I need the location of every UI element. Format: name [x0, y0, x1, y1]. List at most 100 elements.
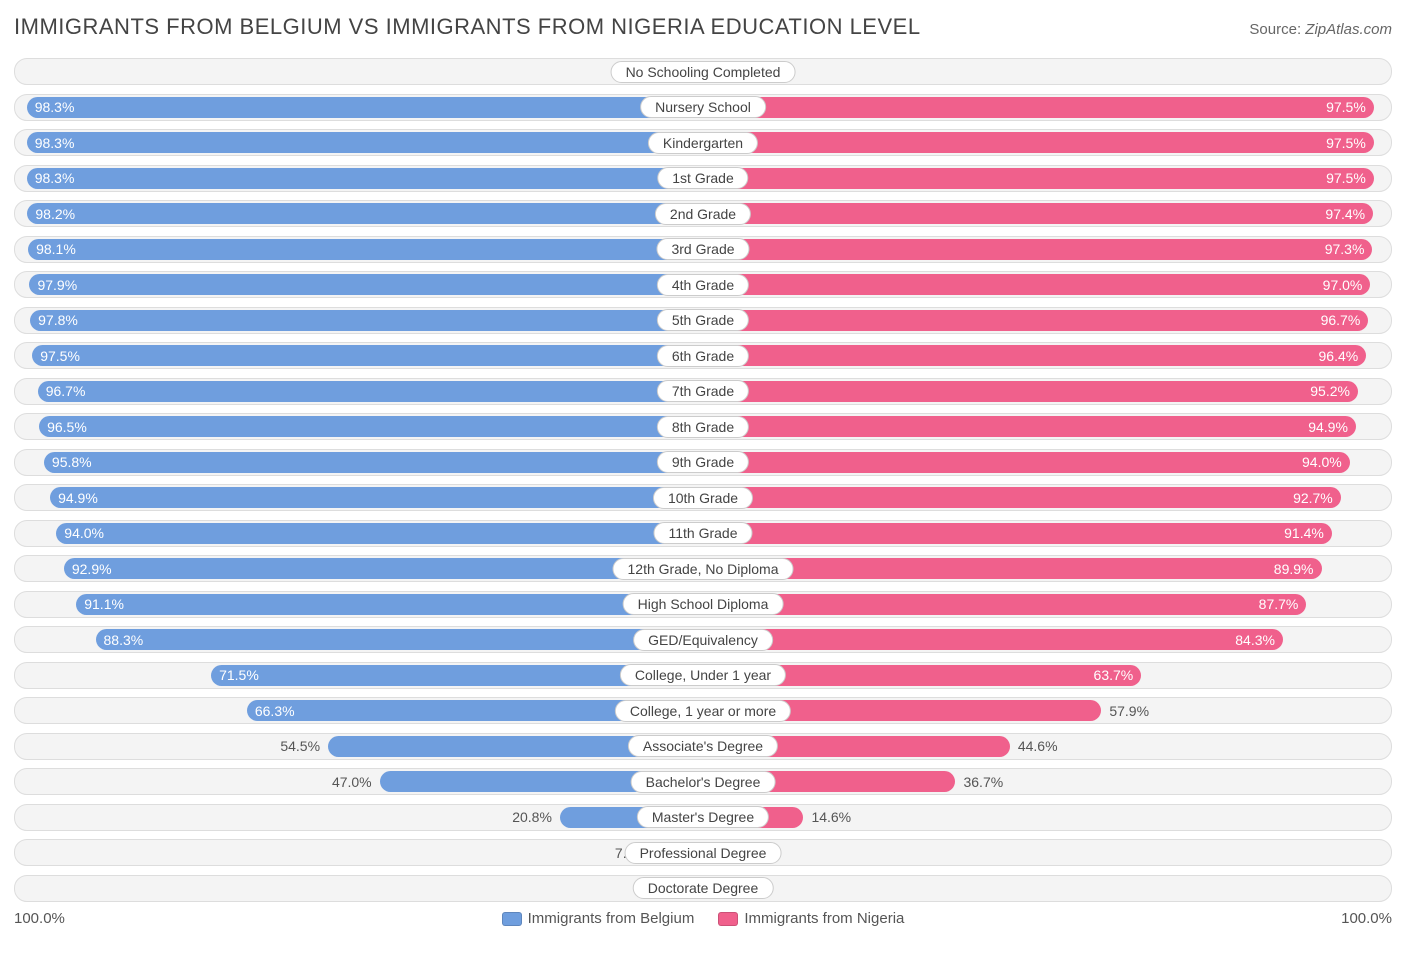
bar-right-value: 94.0%: [1302, 454, 1342, 470]
category-label: 4th Grade: [657, 274, 749, 296]
axis-right-max: 100.0%: [1341, 910, 1392, 927]
chart-title: IMMIGRANTS FROM BELGIUM VS IMMIGRANTS FR…: [14, 14, 921, 40]
bar-left-value: 54.5%: [280, 734, 320, 759]
bar-right: 94.0%: [703, 452, 1350, 473]
bar-left-value: 98.3%: [35, 99, 75, 115]
bar-right-value: 97.5%: [1326, 135, 1366, 151]
bar-right: 97.3%: [703, 239, 1372, 260]
chart-row: 98.3% 97.5% Kindergarten: [14, 129, 1392, 156]
bar-left: 98.3%: [27, 97, 703, 118]
bar-right-value: 87.7%: [1259, 596, 1299, 612]
bar-left-value: 98.1%: [36, 241, 76, 257]
bar-left-value: 94.9%: [58, 490, 98, 506]
bar-left: 92.9%: [64, 558, 703, 579]
bar-left-value: 96.7%: [46, 383, 86, 399]
bar-left-value: 97.5%: [40, 348, 80, 364]
bar-right-value: 96.7%: [1321, 312, 1361, 328]
bar-right: 95.2%: [703, 381, 1358, 402]
category-label: No Schooling Completed: [611, 61, 796, 83]
bar-left-value: 88.3%: [104, 632, 144, 648]
bar-left: 96.7%: [38, 381, 703, 402]
bar-left: 91.1%: [76, 594, 703, 615]
category-label: 5th Grade: [657, 309, 749, 331]
bar-left-value: 98.3%: [35, 135, 75, 151]
bar-left: 88.3%: [96, 629, 704, 650]
category-label: 3rd Grade: [656, 238, 749, 260]
bar-right-value: 36.7%: [963, 769, 1003, 794]
bar-right-value: 57.9%: [1109, 698, 1149, 723]
bar-left: 97.8%: [30, 310, 703, 331]
chart-row: 1.7%2.5%No Schooling Completed: [14, 58, 1392, 85]
category-label: GED/Equivalency: [633, 629, 773, 651]
bar-left: 97.5%: [32, 345, 703, 366]
chart-row: 98.3% 97.5% Nursery School: [14, 94, 1392, 121]
chart-row: 94.9%92.7%10th Grade: [14, 484, 1392, 511]
chart-row: 2.9%1.8%Doctorate Degree: [14, 875, 1392, 902]
bar-left: 95.8%: [44, 452, 703, 473]
bar-right-value: 89.9%: [1274, 561, 1314, 577]
chart-row: 88.3% 84.3%GED/Equivalency: [14, 626, 1392, 653]
category-label: Master's Degree: [637, 806, 769, 828]
source-label: Source:: [1249, 21, 1305, 38]
category-label: High School Diploma: [623, 593, 784, 615]
bar-left-value: 20.8%: [512, 805, 552, 830]
category-label: Bachelor's Degree: [631, 771, 776, 793]
bar-right-value: 97.3%: [1325, 241, 1365, 257]
bar-right-value: 95.2%: [1310, 383, 1350, 399]
category-label: 9th Grade: [657, 451, 749, 473]
chart-row: 98.2%97.4%2nd Grade: [14, 200, 1392, 227]
bar-right: 84.3%: [703, 629, 1283, 650]
bar-left: 98.1%: [28, 239, 703, 260]
bar-left-value: 96.5%: [47, 419, 87, 435]
legend-label-right: Immigrants from Nigeria: [744, 910, 904, 927]
chart-row: 98.3%97.5%1st Grade: [14, 165, 1392, 192]
category-label: 7th Grade: [657, 380, 749, 402]
chart-header: IMMIGRANTS FROM BELGIUM VS IMMIGRANTS FR…: [14, 14, 1392, 40]
bar-left-value: 95.8%: [52, 454, 92, 470]
bar-right: 91.4%: [703, 523, 1332, 544]
bar-left: 98.3%: [27, 132, 703, 153]
category-label: Doctorate Degree: [633, 877, 774, 899]
category-label: Professional Degree: [625, 842, 782, 864]
category-label: Nursery School: [640, 96, 766, 118]
category-label: 1st Grade: [657, 167, 748, 189]
category-label: 11th Grade: [653, 522, 752, 544]
bar-right-value: 97.5%: [1326, 99, 1366, 115]
bar-left-value: 97.8%: [38, 312, 78, 328]
bar-left-value: 97.9%: [37, 277, 77, 293]
bar-right: 94.9%: [703, 416, 1356, 437]
bar-right: 96.4%: [703, 345, 1366, 366]
bar-right: 97.5%: [703, 168, 1374, 189]
category-label: 8th Grade: [657, 416, 749, 438]
legend-item-right: Immigrants from Nigeria: [718, 910, 904, 927]
chart-row: 92.9% 89.9% 12th Grade, No Diploma: [14, 555, 1392, 582]
bar-right-value: 96.4%: [1319, 348, 1359, 364]
bar-right: 97.5%: [703, 97, 1374, 118]
chart-row: 20.8%14.6%Master's Degree: [14, 804, 1392, 831]
bar-right-value: 44.6%: [1018, 734, 1058, 759]
legend-label-left: Immigrants from Belgium: [528, 910, 695, 927]
chart-row: 71.5%63.7%College, Under 1 year: [14, 662, 1392, 689]
bar-left-value: 92.9%: [72, 561, 112, 577]
chart-source: Source: ZipAtlas.com: [1249, 21, 1392, 38]
category-label: Kindergarten: [648, 132, 758, 154]
source-value: ZipAtlas.com: [1305, 21, 1392, 38]
axis-left-max: 100.0%: [14, 910, 65, 927]
bar-left-value: 91.1%: [84, 596, 124, 612]
bar-left-value: 98.2%: [35, 206, 75, 222]
chart-row: 97.8% 96.7% 5th Grade: [14, 307, 1392, 334]
bar-left-value: 71.5%: [219, 667, 259, 683]
legend-item-left: Immigrants from Belgium: [502, 910, 695, 927]
bar-right: 96.7%: [703, 310, 1368, 331]
bar-right: 87.7%: [703, 594, 1306, 615]
bar-left: 98.3%: [27, 168, 703, 189]
category-label: 12th Grade, No Diploma: [613, 558, 794, 580]
bar-left: 94.9%: [50, 487, 703, 508]
chart-row: 66.3%57.9%College, 1 year or more: [14, 697, 1392, 724]
category-label: 6th Grade: [657, 345, 749, 367]
bar-left: 98.2%: [27, 203, 703, 224]
chart-row: 96.7% 95.2% 7th Grade: [14, 378, 1392, 405]
bar-left-value: 47.0%: [332, 769, 372, 794]
chart-footer: 100.0% Immigrants from Belgium Immigrant…: [14, 910, 1392, 927]
bar-right-value: 97.4%: [1325, 206, 1365, 222]
